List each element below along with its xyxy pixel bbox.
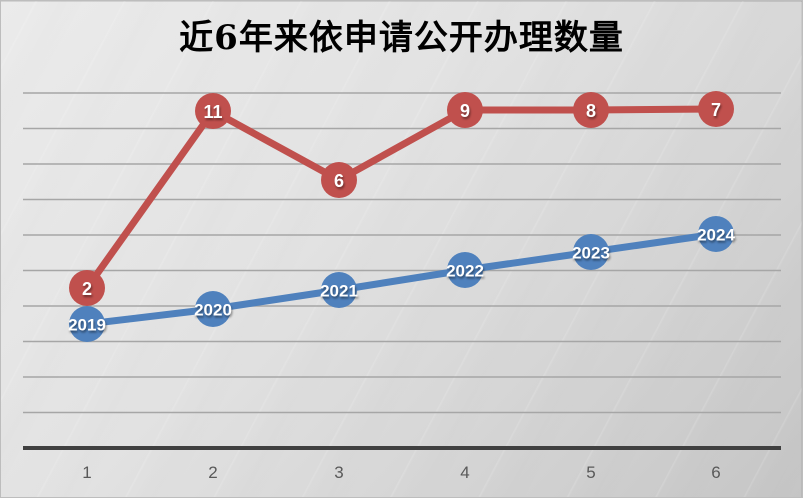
series-red-counts-point-label: 2 (82, 279, 92, 299)
series-blue-years-marker (573, 234, 609, 270)
series-red-counts-point-label: 8 (586, 101, 596, 121)
series-red-counts-line (84, 105, 717, 291)
series-blue-years-line (86, 230, 717, 328)
series-blue-years-marker (69, 306, 105, 342)
series-red-counts-marker (195, 93, 231, 129)
x-axis-label: 2 (208, 463, 217, 482)
series-blue-years-point-label: 2020 (194, 301, 232, 320)
series-red-counts-marker (69, 270, 105, 306)
x-axis-label: 6 (711, 463, 720, 482)
series-blue-years-point-label: 2021 (320, 282, 358, 301)
series-blue-years-marker (321, 272, 357, 308)
series-blue-years-marker (447, 252, 483, 288)
series-red-counts-marker (447, 92, 483, 128)
x-axis-label: 1 (82, 463, 91, 482)
series-blue-years-marker (698, 216, 734, 252)
series-red-counts-marker (698, 91, 734, 127)
x-axis-label: 4 (460, 463, 469, 482)
series-red-counts-point-label: 6 (334, 171, 344, 191)
series-blue-years-marker (195, 291, 231, 327)
series-red-counts-marker (321, 162, 357, 198)
series-blue-years-point-label: 2022 (446, 262, 484, 281)
series-red-counts-point-label: 9 (460, 101, 470, 121)
series-red-counts-point-label: 11 (203, 102, 222, 122)
series-blue-years-point-label: 2019 (68, 316, 106, 335)
series-blue-years-point-label: 2023 (572, 244, 610, 263)
x-axis-label: 3 (334, 463, 343, 482)
chart-title: 近6年来依申请公开办理数量 (179, 18, 624, 58)
series-red-counts-marker (573, 92, 609, 128)
series-blue-years-point-label: 2024 (697, 226, 735, 245)
series-red-counts-point-label: 7 (711, 100, 721, 120)
x-axis-label: 5 (586, 463, 595, 482)
